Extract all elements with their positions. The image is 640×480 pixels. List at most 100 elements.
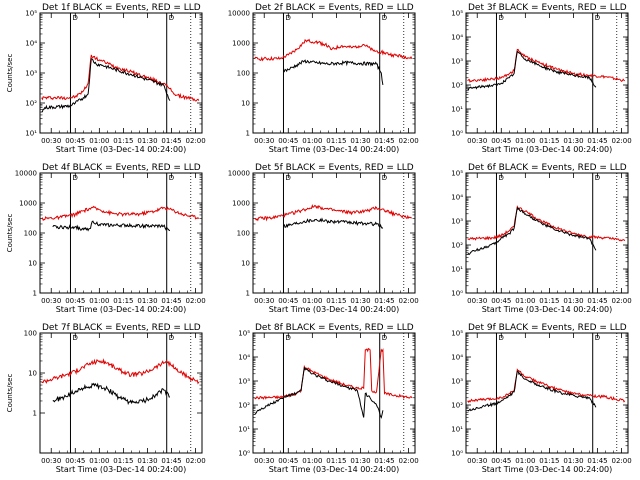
x-tick-label: 00:30 (467, 297, 487, 305)
y-axis-label: Counts/sec (6, 214, 14, 253)
y-tick-label: 10² (451, 242, 463, 250)
series-line-events (283, 59, 384, 85)
y-tick-label: 10¹ (451, 426, 463, 434)
x-tick-label: 01:30 (563, 457, 583, 465)
series-line-lld (254, 38, 413, 62)
y-tick-label: 10000 (228, 10, 250, 18)
time-marker-label: D (595, 14, 600, 22)
y-tick-label: 10⁴ (25, 40, 37, 48)
y-tick-label: 10 (241, 100, 250, 108)
x-tick-label: 01:45 (587, 297, 607, 305)
series-line-events (283, 217, 384, 229)
x-tick-label: 00:45 (278, 297, 298, 305)
x-tick-label: 00:45 (278, 457, 298, 465)
chart-panel-4: Det 4f BLACK = Events, RED = LLD 1 10 100 10… (6, 163, 206, 314)
y-tick-label: 10² (25, 100, 37, 108)
x-tick-label: 01:15 (113, 297, 133, 305)
chart-panel-1: Det 1f BLACK = Events, RED = LLD 10¹ 10² 10… (6, 3, 206, 154)
time-marker-label: D (285, 334, 290, 342)
series-line-lld (254, 204, 412, 222)
y-tick-label: 10³ (451, 218, 463, 226)
x-tick-label: 00:45 (65, 457, 85, 465)
y-tick-label: 10⁴ (451, 194, 463, 202)
y-tick-label: 10³ (238, 378, 250, 386)
x-tick-label: 01:45 (374, 137, 394, 145)
x-axis-label: Start Time (03-Dec-14 00:24:00) (56, 465, 187, 474)
y-tick-label: 10000 (15, 170, 37, 178)
x-tick-label: 01:45 (161, 137, 181, 145)
y-tick-label: 10⁵ (238, 330, 250, 338)
chart-title: Det 7f BLACK = Events, RED = LLD (42, 323, 201, 333)
y-tick-label: 10⁴ (238, 354, 250, 362)
x-tick-label: 01:45 (587, 137, 607, 145)
x-tick-label: 01:15 (113, 137, 133, 145)
chart-title: Det 9f BLACK = Events, RED = LLD (468, 323, 627, 333)
y-tick-label: 10⁵ (25, 10, 37, 18)
x-tick-label: 02:00 (185, 457, 205, 465)
series-line-lld (254, 347, 413, 400)
time-marker-label: D (498, 14, 503, 22)
time-marker-label: D (382, 174, 387, 182)
x-tick-label: 00:45 (491, 137, 511, 145)
x-axis-label: Start Time (03-Dec-14 00:24:00) (269, 305, 400, 314)
x-tick-label: 00:30 (41, 457, 61, 465)
series-line-events (52, 382, 171, 406)
series-line-events (52, 220, 171, 232)
y-axis-label: Counts/sec (6, 54, 14, 93)
x-axis-label: Start Time (03-Dec-14 00:24:00) (269, 465, 400, 474)
time-marker-label: D (169, 334, 174, 342)
time-marker-label: D (595, 174, 600, 182)
chart-title: Det 3f BLACK = Events, RED = LLD (468, 3, 627, 13)
x-tick-label: 01:45 (374, 297, 394, 305)
series-line-events (41, 58, 171, 113)
x-tick-label: 01:30 (350, 457, 370, 465)
y-tick-label: 100 (237, 230, 250, 238)
y-tick-label: 10⁵ (451, 170, 463, 178)
x-tick-label: 01:00 (515, 457, 535, 465)
x-tick-label: 01:30 (350, 297, 370, 305)
x-tick-label: 01:00 (302, 137, 322, 145)
series-line-events (254, 366, 384, 419)
chart-title: Det 8f BLACK = Events, RED = LLD (255, 323, 414, 333)
x-tick-label: 01:45 (161, 297, 181, 305)
time-marker-label: D (72, 334, 77, 342)
x-tick-label: 01:15 (539, 137, 559, 145)
x-tick-label: 02:00 (398, 457, 418, 465)
x-tick-label: 00:45 (491, 297, 511, 305)
x-tick-label: 01:00 (89, 137, 109, 145)
x-tick-label: 00:30 (467, 137, 487, 145)
plot-frame (465, 332, 629, 454)
y-tick-label: 1000 (232, 40, 250, 48)
y-tick-label: 10⁴ (451, 354, 463, 362)
y-tick-label: 10⁵ (451, 10, 463, 18)
chart-panel-8: Det 8f BLACK = Events, RED = LLD 10⁰ 10¹ 10… (238, 323, 418, 474)
y-tick-label: 10⁰ (451, 130, 463, 138)
time-marker-label: D (382, 14, 387, 22)
x-axis-label: Start Time (03-Dec-14 00:24:00) (482, 305, 613, 314)
x-tick-label: 01:00 (89, 297, 109, 305)
chart-title: Det 2f BLACK = Events, RED = LLD (255, 3, 414, 13)
chart-title: Det 1f BLACK = Events, RED = LLD (42, 3, 201, 13)
x-tick-label: 02:00 (185, 297, 205, 305)
y-tick-label: 100 (24, 230, 37, 238)
chart-panel-3: Det 3f BLACK = Events, RED = LLD 10⁰ 10¹ 10… (451, 3, 631, 154)
plot-frame (39, 332, 203, 454)
x-tick-label: 01:15 (113, 457, 133, 465)
y-tick-label: 10¹ (451, 266, 463, 274)
plot-frame (252, 332, 416, 454)
y-tick-label: 10⁰ (451, 450, 463, 458)
x-tick-label: 02:00 (611, 297, 631, 305)
x-tick-label: 01:30 (137, 457, 157, 465)
x-tick-label: 00:30 (41, 137, 61, 145)
x-tick-label: 02:00 (611, 137, 631, 145)
x-tick-label: 01:00 (89, 457, 109, 465)
plot-frame (465, 172, 629, 294)
series-line-lld (467, 205, 626, 242)
y-tick-label: 10 (28, 260, 37, 268)
x-tick-label: 01:00 (515, 297, 535, 305)
series-line-lld (41, 205, 200, 222)
x-tick-label: 01:45 (587, 457, 607, 465)
x-tick-label: 01:15 (326, 137, 346, 145)
chart-panel-6: Det 6f BLACK = Events, RED = LLD 10⁰ 10¹ 10… (451, 163, 631, 314)
x-tick-label: 00:45 (491, 457, 511, 465)
